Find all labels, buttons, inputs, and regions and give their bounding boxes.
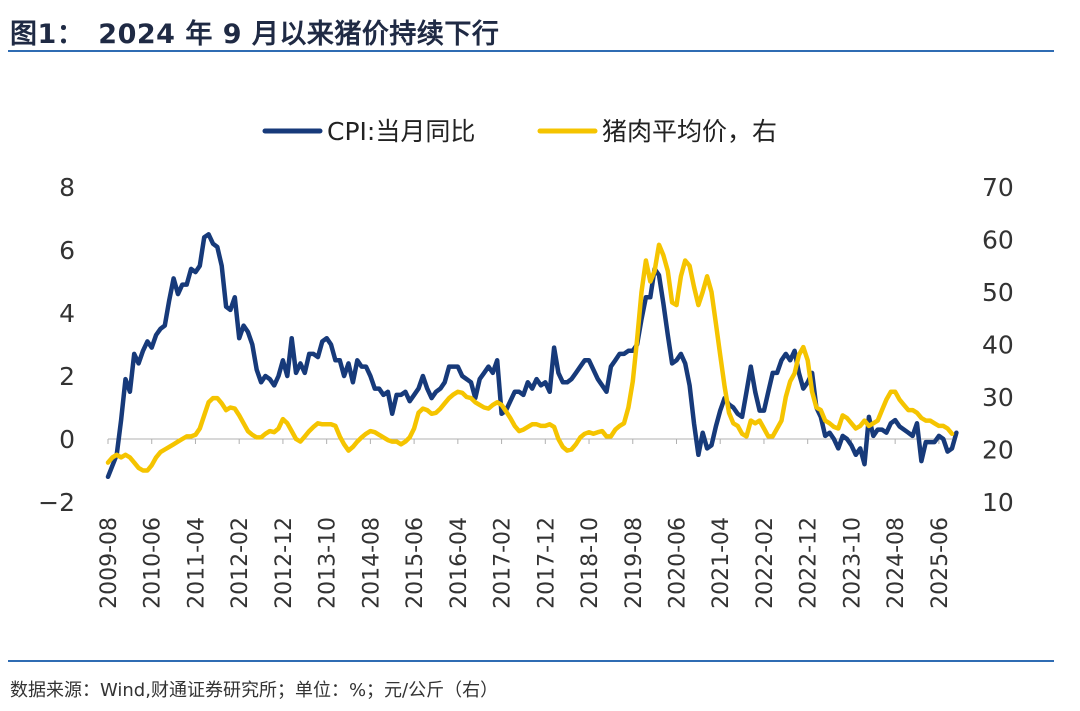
x-tick-label: 2022-12 (797, 517, 822, 609)
x-tick-label: 2017-12 (534, 517, 559, 609)
figure-title: 图1： 2024 年 9 月以来猪价持续下行 (10, 12, 499, 51)
right-y-tick-label: 50 (982, 278, 1014, 307)
left-y-tick-label: 2 (59, 362, 75, 391)
pork-price-series-line (105, 242, 955, 473)
legend-cpi-label: CPI:当月同比 (327, 117, 475, 146)
x-tick-label: 2023-10 (840, 517, 865, 609)
x-tick-label: 2009-08 (97, 517, 122, 609)
x-tick-label: 2016-04 (447, 517, 472, 609)
x-tick-label: 2020-06 (665, 517, 690, 609)
right-y-tick-label: 70 (982, 173, 1014, 202)
left-y-tick-label: 4 (59, 299, 75, 328)
right-y-tick-label: 60 (982, 226, 1014, 255)
x-tick-label: 2014-08 (359, 517, 384, 609)
x-tick-label: 2019-08 (622, 517, 647, 609)
source-note: 数据来源：Wind,财通证券研究所；单位：%；元/公斤（右） (10, 680, 499, 701)
right-y-tick-label: 40 (982, 331, 1014, 360)
x-tick-label: 2025-06 (928, 517, 953, 609)
legend-pork-price-label: 猪肉平均价，右 (602, 117, 777, 146)
right-y-tick-label: 30 (982, 383, 1014, 412)
x-tick-label: 2017-02 (491, 517, 516, 609)
x-tick-label: 2011-04 (184, 517, 209, 609)
left-y-tick-label: 0 (59, 425, 75, 454)
left-y-tick-label: 6 (59, 236, 75, 265)
title-rule (8, 50, 1054, 52)
left-y-tick-label: −2 (38, 488, 75, 517)
x-tick-label: 2024-08 (884, 517, 909, 609)
right-y-tick-label: 20 (982, 436, 1014, 465)
x-tick-label: 2012-12 (272, 517, 297, 609)
cpi-series-line (105, 232, 959, 480)
x-tick-label: 2018-10 (578, 517, 603, 609)
x-tick-label: 2022-02 (753, 517, 778, 609)
footer-rule (8, 660, 1054, 662)
figure-label: 图1： (10, 19, 85, 50)
x-tick-label: 2012-02 (228, 517, 253, 609)
x-tick-label: 2015-06 (403, 517, 428, 609)
x-tick-label: 2013-10 (316, 517, 341, 609)
x-tick-label: 2010-06 (141, 517, 166, 609)
left-y-tick-label: 8 (59, 173, 75, 202)
x-tick-label: 2021-04 (709, 517, 734, 609)
figure-heading: 2024 年 9 月以来猪价持续下行 (98, 19, 500, 50)
right-y-tick-label: 10 (982, 488, 1014, 517)
